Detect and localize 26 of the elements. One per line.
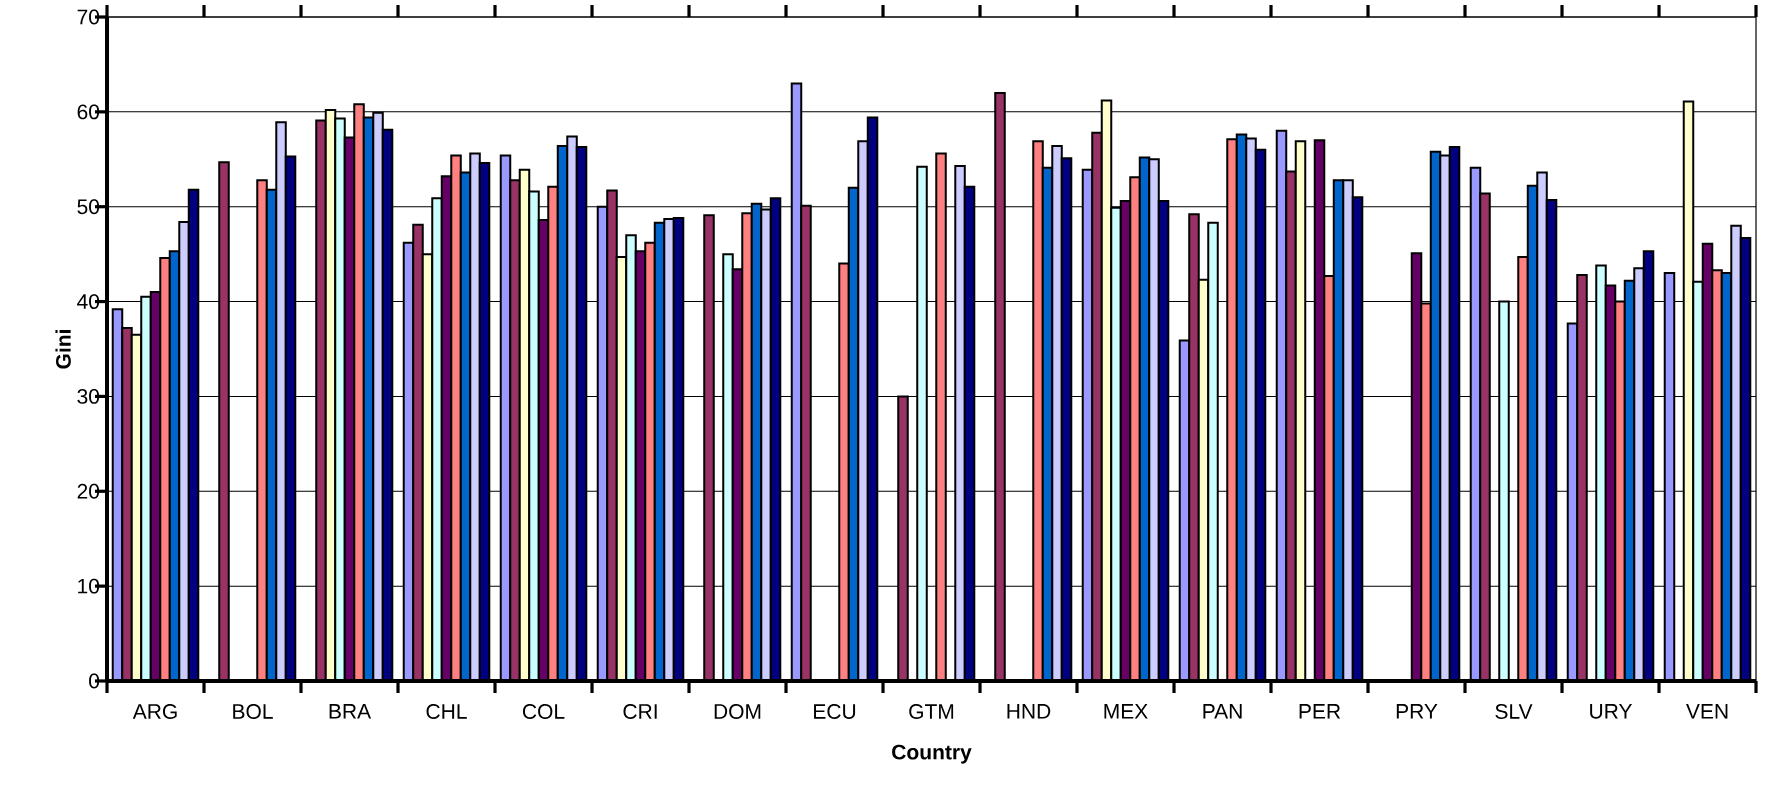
x-tick-label: BRA <box>329 704 372 719</box>
x-tick-label: PER <box>1299 704 1341 719</box>
x-tick-label: SLV <box>1495 704 1533 719</box>
x-tick-label: CRI <box>623 704 657 719</box>
x-tick-label: URY <box>1590 704 1633 719</box>
x-tick-label: ARG <box>132 704 177 719</box>
y-tick-label: 40 <box>77 294 100 310</box>
x-tick-label: BOL <box>233 704 273 719</box>
x-tick-label: COL <box>522 704 565 719</box>
x-tick-label: CHL <box>426 704 467 719</box>
y-tick-label: 70 <box>77 9 100 25</box>
x-tick-label: PRY <box>1396 704 1438 719</box>
x-axis-title: Country <box>892 744 972 764</box>
y-tick-label: 10 <box>78 578 100 594</box>
x-tick-label: HND <box>1007 704 1051 719</box>
x-tick-label: VEN <box>1686 704 1728 719</box>
x-tick-label: DOM <box>714 704 761 719</box>
y-tick-label: 60 <box>77 104 100 120</box>
x-tick-label: MEX <box>1104 704 1148 719</box>
y-axis-title: Gini <box>55 330 71 369</box>
x-tick-label: GTM <box>909 704 954 719</box>
y-tick-label: 30 <box>77 389 100 404</box>
x-tick-label: ECU <box>814 704 856 719</box>
y-tick-label: 50 <box>77 199 100 215</box>
y-tick-label: 20 <box>77 483 100 499</box>
x-tick-label: PAN <box>1203 704 1242 719</box>
